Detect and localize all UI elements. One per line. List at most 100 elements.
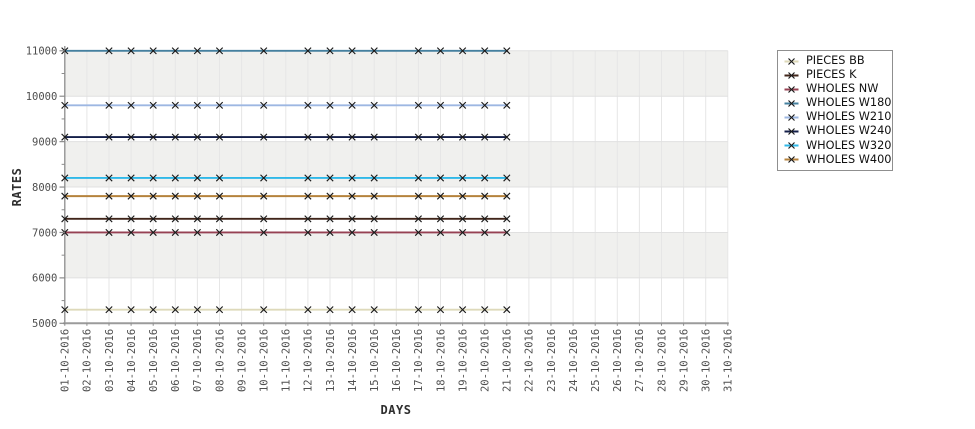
marker-x-wholes-w180 xyxy=(193,47,202,55)
marker-stroke xyxy=(149,47,157,55)
marker-stroke xyxy=(127,174,135,182)
x-tick-label: 01-10-2016 xyxy=(60,329,72,392)
x-tick-label: 08-10-2016 xyxy=(214,329,226,392)
marker-x-wholes-w240 xyxy=(348,133,356,141)
marker-stroke xyxy=(458,47,467,55)
marker-stroke xyxy=(215,215,224,223)
marker-stroke xyxy=(149,306,157,314)
x-tick-label: 28-10-2016 xyxy=(656,329,668,392)
marker-x-wholes-w320 xyxy=(61,174,69,182)
x-tick-label: 29-10-2016 xyxy=(678,329,690,392)
legend-marker-stroke xyxy=(788,156,795,164)
marker-x-wholes-w210 xyxy=(348,101,356,109)
marker-x-wholes-w180 xyxy=(503,47,511,55)
marker-stroke xyxy=(326,215,334,223)
marker-x-wholes-w400 xyxy=(481,192,489,200)
marker-stroke xyxy=(260,192,268,200)
marker-x-wholes-w180 xyxy=(326,47,334,55)
legend-item-wholes-w400: WHOLES W400 xyxy=(784,153,891,167)
x-tick-label: 23-10-2016 xyxy=(546,329,558,392)
x-tick-label: 18-10-2016 xyxy=(435,329,447,392)
marker-stroke xyxy=(370,174,378,182)
marker-stroke xyxy=(503,228,511,237)
data-series xyxy=(64,49,507,311)
marker-x-pieces-bb xyxy=(171,306,179,314)
x-tick-label: 15-10-2016 xyxy=(369,329,381,392)
marker-stroke xyxy=(149,101,157,109)
marker-stroke xyxy=(348,174,356,182)
marker-x-wholes-w210 xyxy=(127,101,135,109)
marker-x-wholes-w320 xyxy=(436,174,445,182)
marker-x-pieces-bb xyxy=(61,306,69,314)
marker-stroke xyxy=(370,133,378,141)
marker-stroke xyxy=(127,133,135,141)
marker-stroke xyxy=(458,101,467,109)
marker-x-pieces-bb xyxy=(458,306,467,314)
legend-item-wholes-w240: WHOLES W240 xyxy=(784,124,891,138)
marker-stroke xyxy=(105,192,113,200)
marker-stroke xyxy=(260,228,268,237)
marker-x-pieces-k xyxy=(260,215,268,223)
legend-item-wholes-w180: WHOLES W180 xyxy=(784,96,891,110)
legend-marker-x-icon xyxy=(784,128,799,135)
marker-x-wholes-w320 xyxy=(414,174,423,182)
x-tick-label: 21-10-2016 xyxy=(502,329,514,392)
marker-stroke xyxy=(326,133,334,141)
marker-stroke xyxy=(171,101,179,109)
marker-stroke xyxy=(61,174,69,182)
marker-stroke xyxy=(436,101,445,109)
marker-x-wholes-w210 xyxy=(304,101,312,109)
marker-stroke xyxy=(61,306,69,314)
marker-stroke xyxy=(127,228,135,237)
legend-item-pieces-bb: PIECES BB xyxy=(784,54,887,68)
x-tick-label: 12-10-2016 xyxy=(303,329,315,392)
marker-stroke xyxy=(149,133,157,141)
marker-x-pieces-k xyxy=(481,215,489,223)
marker-stroke xyxy=(503,306,511,314)
marker-x-wholes-w180 xyxy=(458,47,467,55)
marker-x-wholes-nw xyxy=(260,228,268,237)
marker-x-wholes-w240 xyxy=(149,133,157,141)
marker-stroke xyxy=(149,228,157,237)
y-axis-title: RATES xyxy=(10,168,24,207)
marker-stroke xyxy=(61,133,69,141)
marker-x-wholes-w180 xyxy=(436,47,445,55)
marker-stroke xyxy=(61,192,69,200)
marker-stroke xyxy=(348,228,356,237)
marker-stroke xyxy=(370,215,378,223)
x-tick-label: 03-10-2016 xyxy=(104,329,116,392)
marker-stroke xyxy=(193,192,202,200)
x-tick-label: 02-10-2016 xyxy=(82,329,94,392)
marker-stroke xyxy=(304,192,312,200)
marker-stroke xyxy=(348,47,356,55)
marker-stroke xyxy=(149,215,157,223)
marker-stroke xyxy=(215,101,224,109)
marker-stroke xyxy=(481,306,489,314)
marker-x-wholes-w320 xyxy=(304,174,312,182)
marker-x-wholes-w210 xyxy=(260,101,268,109)
marker-x-wholes-w210 xyxy=(61,101,69,109)
marker-x-wholes-w320 xyxy=(326,174,334,182)
marker-x-wholes-w320 xyxy=(481,174,489,182)
marker-x-wholes-w180 xyxy=(481,47,489,55)
marker-x-pieces-k xyxy=(193,215,202,223)
marker-x-wholes-w400 xyxy=(414,192,423,200)
x-tick-label: 30-10-2016 xyxy=(701,329,713,392)
marker-x-wholes-w210 xyxy=(149,101,157,109)
marker-x-wholes-w180 xyxy=(304,47,312,55)
marker-stroke xyxy=(481,192,489,200)
marker-stroke xyxy=(414,228,423,237)
marker-x-wholes-w240 xyxy=(503,133,511,141)
marker-x-wholes-w180 xyxy=(171,47,179,55)
marker-stroke xyxy=(105,174,113,182)
marker-x-wholes-w400 xyxy=(260,192,268,200)
marker-x-pieces-k xyxy=(105,215,113,223)
marker-x-wholes-w240 xyxy=(171,133,179,141)
marker-stroke xyxy=(503,47,511,55)
marker-x-pieces-bb xyxy=(193,306,202,314)
legend-marker-stroke xyxy=(788,71,795,79)
marker-stroke xyxy=(171,192,179,200)
marker-x-wholes-w400 xyxy=(193,192,202,200)
marker-x-pieces-bb xyxy=(348,306,356,314)
